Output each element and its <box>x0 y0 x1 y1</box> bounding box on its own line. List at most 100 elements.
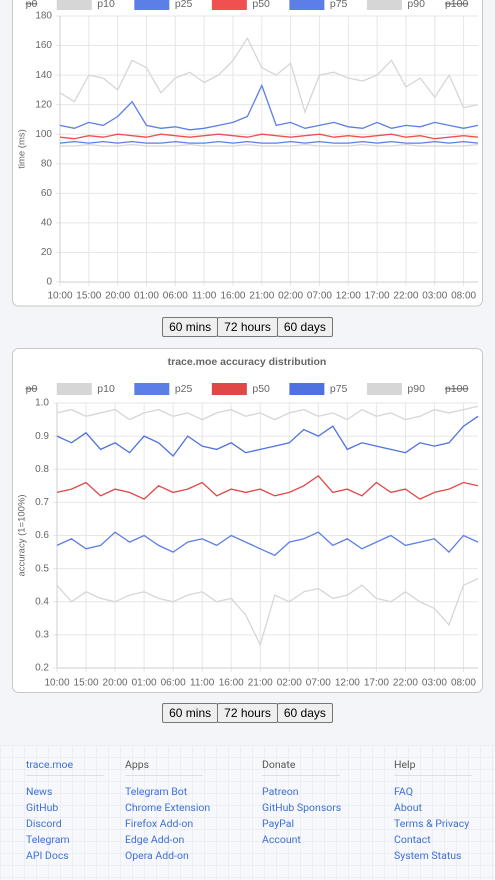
x-tick-label: 20:00 <box>103 678 128 689</box>
legend-swatch <box>134 0 170 10</box>
range-button[interactable]: 60 days <box>276 317 333 337</box>
footer-heading[interactable]: trace.moe <box>26 758 104 776</box>
legend-swatch <box>289 0 325 10</box>
footer-link[interactable]: Edge Add-on <box>125 833 185 846</box>
x-tick-label: 02:00 <box>278 291 303 302</box>
footer-heading: Donate <box>262 758 340 776</box>
x-tick-label: 20:00 <box>105 291 130 302</box>
y-tick-label: 180 <box>35 11 52 22</box>
legend-label[interactable]: p50 <box>252 383 270 395</box>
footer-link[interactable]: PayPal <box>262 817 295 830</box>
footer-link[interactable]: Account <box>262 833 301 846</box>
legend-swatch <box>211 383 247 395</box>
line-series <box>56 475 479 500</box>
x-tick-label: 16:00 <box>220 291 245 302</box>
legend-label[interactable]: p25 <box>175 383 193 395</box>
footer-column: trace.moe News GitHub Discord Telegram API Do… <box>26 758 104 864</box>
x-tick-label: 21:00 <box>249 291 274 302</box>
range-buttons: 60 mins 72 hours 60 days <box>0 317 495 337</box>
range-button[interactable]: 60 days <box>276 703 333 723</box>
footer-link[interactable]: Contact <box>394 833 431 846</box>
legend-swatch <box>134 383 170 395</box>
legend-label[interactable]: p75 <box>330 383 348 395</box>
x-tick-label: 06:00 <box>163 291 188 302</box>
line-series <box>59 133 479 140</box>
card <box>12 0 483 307</box>
y-tick-label: 0.5 <box>35 563 49 574</box>
range-button[interactable]: 72 hours <box>217 703 278 723</box>
y-tick-label: 20 <box>41 247 53 258</box>
range-button[interactable]: 60 mins <box>162 703 219 723</box>
range-button[interactable]: 72 hours <box>217 317 278 337</box>
footer: trace.moe News GitHub Discord Telegram API Do… <box>0 745 495 880</box>
legend-swatch <box>211 0 247 10</box>
y-tick-label: 0 <box>46 277 52 288</box>
legend-swatch <box>366 0 402 10</box>
footer-link[interactable]: News <box>26 785 53 798</box>
legend: p0 p10 p25 p50 p75 p90 p100 <box>26 0 469 10</box>
legend-label[interactable]: p0 <box>26 383 38 395</box>
footer-link[interactable]: GitHub <box>26 801 59 814</box>
legend-swatch <box>289 383 325 395</box>
x-tick-label: 10:00 <box>44 678 69 689</box>
y-tick-label: 80 <box>41 158 53 169</box>
footer-link[interactable]: Firefox Add-on <box>125 817 194 830</box>
legend-label[interactable]: p10 <box>97 383 115 395</box>
legend-label[interactable]: p90 <box>407 383 425 395</box>
x-tick-label: 01:00 <box>134 291 159 302</box>
legend-label[interactable]: p100 <box>445 0 469 10</box>
footer-link[interactable]: About <box>394 801 422 814</box>
y-axis-label: accuracy (1=100%) <box>17 494 28 576</box>
legend-label[interactable]: p0 <box>26 0 38 10</box>
x-tick-label: 11:00 <box>190 678 215 689</box>
footer-link[interactable]: API Docs <box>26 849 69 862</box>
y-tick-label: 160 <box>35 40 52 51</box>
x-tick-label: 17:00 <box>364 678 389 689</box>
legend-swatch <box>56 0 92 10</box>
y-tick-label: 0.3 <box>35 630 49 641</box>
legend-swatch <box>56 383 92 395</box>
footer-column: Apps Telegram Bot Chrome Extension Firefox … <box>125 758 210 864</box>
x-tick-label: 02:00 <box>277 678 302 689</box>
legend-label[interactable]: p10 <box>97 0 115 10</box>
legend-label[interactable]: p25 <box>175 0 193 10</box>
x-tick-label: 15:00 <box>74 678 99 689</box>
y-tick-label: 60 <box>41 188 53 199</box>
legend-label[interactable]: p100 <box>445 383 469 395</box>
range-buttons: 60 mins 72 hours 60 days <box>0 703 495 723</box>
y-axis-label: time (ms) <box>17 129 28 169</box>
footer-link[interactable]: Opera Add-on <box>125 849 189 862</box>
legend-label[interactable]: p75 <box>330 0 348 10</box>
chart-title: trace.moe accuracy distribution <box>168 356 327 368</box>
footer-link[interactable]: Chrome Extension <box>125 801 211 814</box>
x-tick-label: 21:00 <box>248 678 273 689</box>
legend-swatch <box>366 383 402 395</box>
footer-link[interactable]: Telegram Bot <box>125 785 188 798</box>
footer-link[interactable]: GitHub Sponsors <box>262 801 342 814</box>
x-tick-label: 15:00 <box>76 291 101 302</box>
x-tick-label: 08:00 <box>451 291 476 302</box>
range-button[interactable]: 60 mins <box>162 317 219 337</box>
footer-link[interactable]: Terms & Privacy <box>394 817 470 830</box>
y-tick-label: 140 <box>35 70 52 81</box>
x-tick-label: 06:00 <box>161 678 186 689</box>
footer-link[interactable]: System Status <box>394 849 462 862</box>
legend-label[interactable]: p90 <box>407 0 425 10</box>
footer-link[interactable]: Discord <box>26 817 62 830</box>
y-tick-label: 0.6 <box>35 530 49 541</box>
y-tick-label: 120 <box>35 99 52 110</box>
footer-link[interactable]: Telegram <box>26 833 70 846</box>
x-tick-label: 22:00 <box>393 291 418 302</box>
y-tick-label: 0.8 <box>35 464 49 475</box>
x-tick-label: 17:00 <box>365 291 390 302</box>
footer-link[interactable]: FAQ <box>394 785 413 798</box>
chart: trace.moe accuracy distribution 0.2 0.3 0.4… <box>12 348 483 693</box>
x-tick-label: 07:00 <box>307 291 332 302</box>
legend-label[interactable]: p50 <box>252 0 270 10</box>
y-tick-label: 0.7 <box>35 497 49 508</box>
y-tick-label: 0.2 <box>35 663 49 674</box>
y-tick-label: 0.9 <box>35 431 49 442</box>
footer-link[interactable]: Patreon <box>262 785 299 798</box>
footer-heading: Apps <box>125 758 203 776</box>
y-tick-label: 100 <box>35 129 52 140</box>
